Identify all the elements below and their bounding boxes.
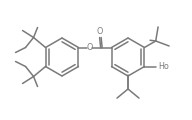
Text: O: O: [86, 43, 93, 52]
Text: O: O: [96, 27, 103, 36]
Text: Ho: Ho: [158, 62, 169, 71]
